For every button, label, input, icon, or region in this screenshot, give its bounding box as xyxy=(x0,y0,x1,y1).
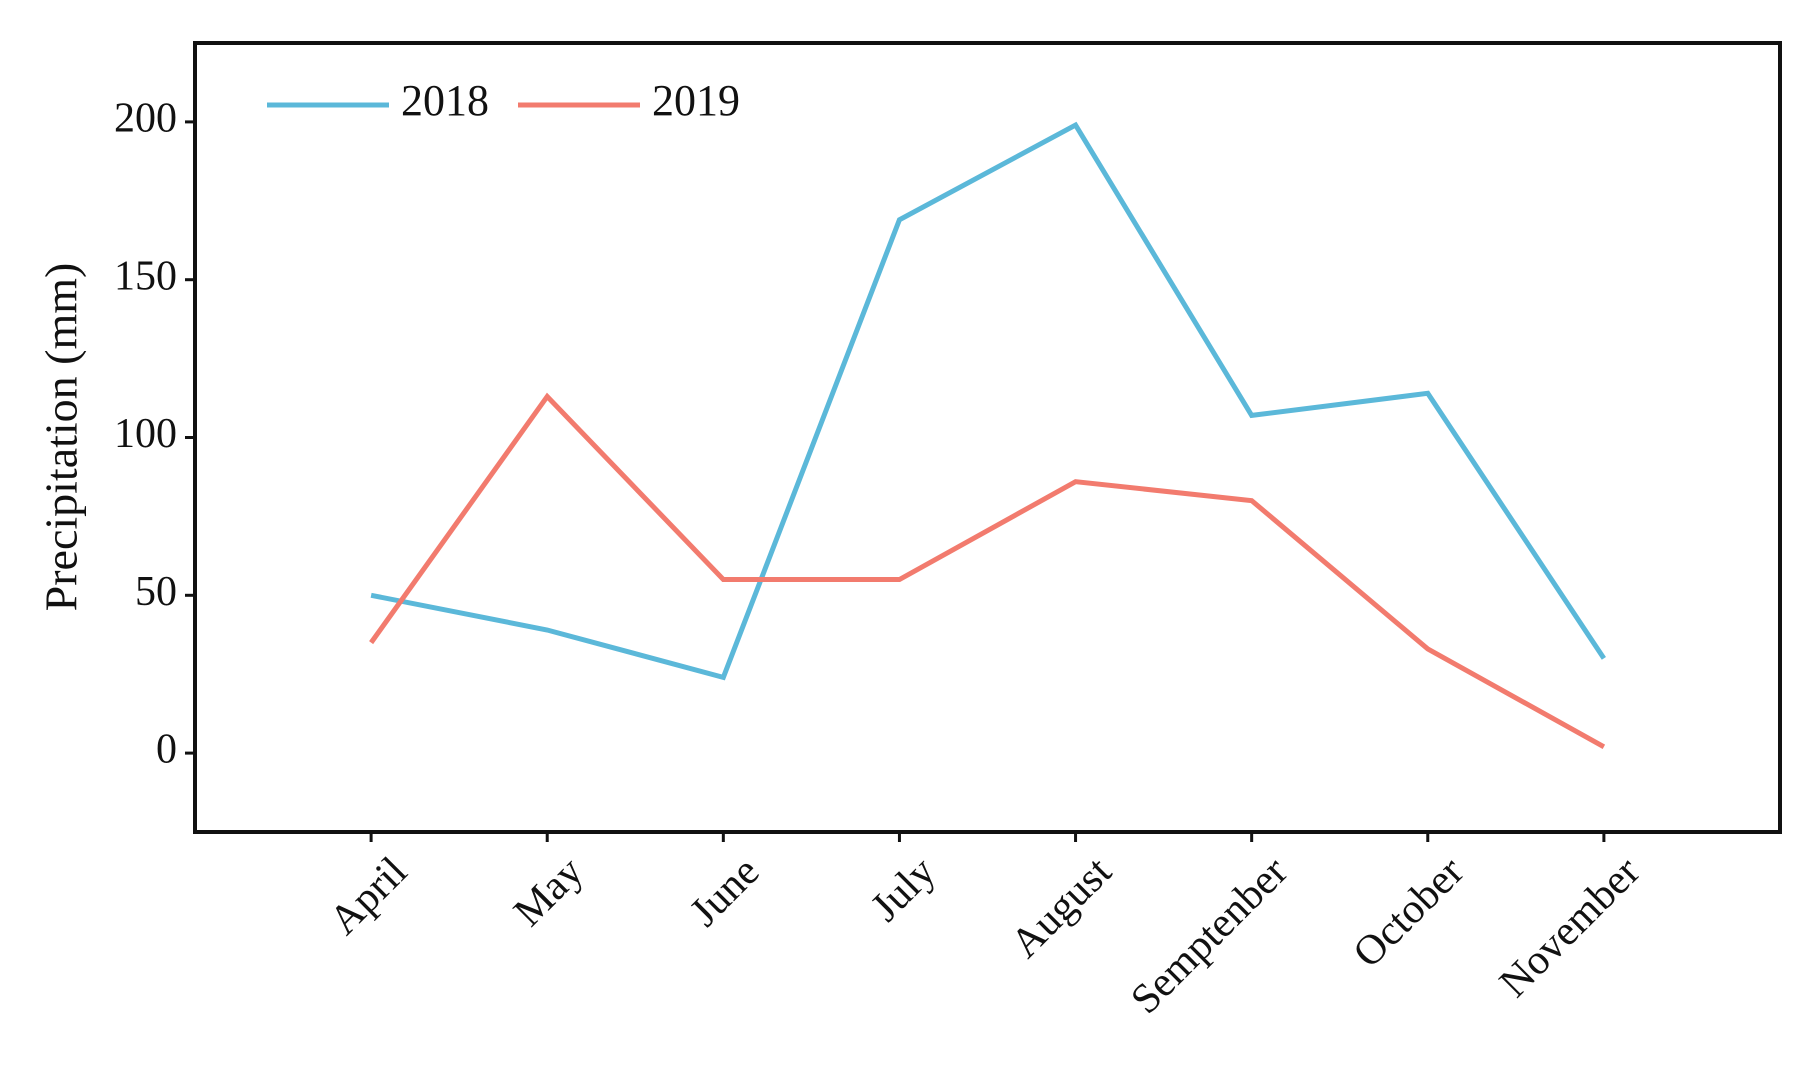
x-tick-label: April xyxy=(321,849,416,944)
x-tick-label: June xyxy=(681,849,768,936)
x-tick-label: October xyxy=(1345,849,1473,977)
series-line xyxy=(370,121,1606,681)
x-tick-label: August xyxy=(1002,848,1121,967)
legend-label: 2018 xyxy=(401,76,489,125)
x-tick-label: May xyxy=(505,849,592,936)
plot-frame xyxy=(193,41,1782,834)
y-tick-label: 100 xyxy=(114,411,177,457)
x-tick-label: Semptenber xyxy=(1122,849,1296,1023)
x-tick-label: July xyxy=(862,849,944,931)
y-axis-label: Precipitation (mm) xyxy=(36,263,87,612)
y-tick-label: 50 xyxy=(135,569,177,615)
legend-label: 2019 xyxy=(652,76,740,125)
y-tick-label: 0 xyxy=(156,727,177,773)
y-tick-label: 150 xyxy=(114,253,177,299)
x-tick-label: November xyxy=(1491,849,1649,1007)
series-line xyxy=(369,392,1606,749)
y-tick-label: 200 xyxy=(114,96,177,142)
